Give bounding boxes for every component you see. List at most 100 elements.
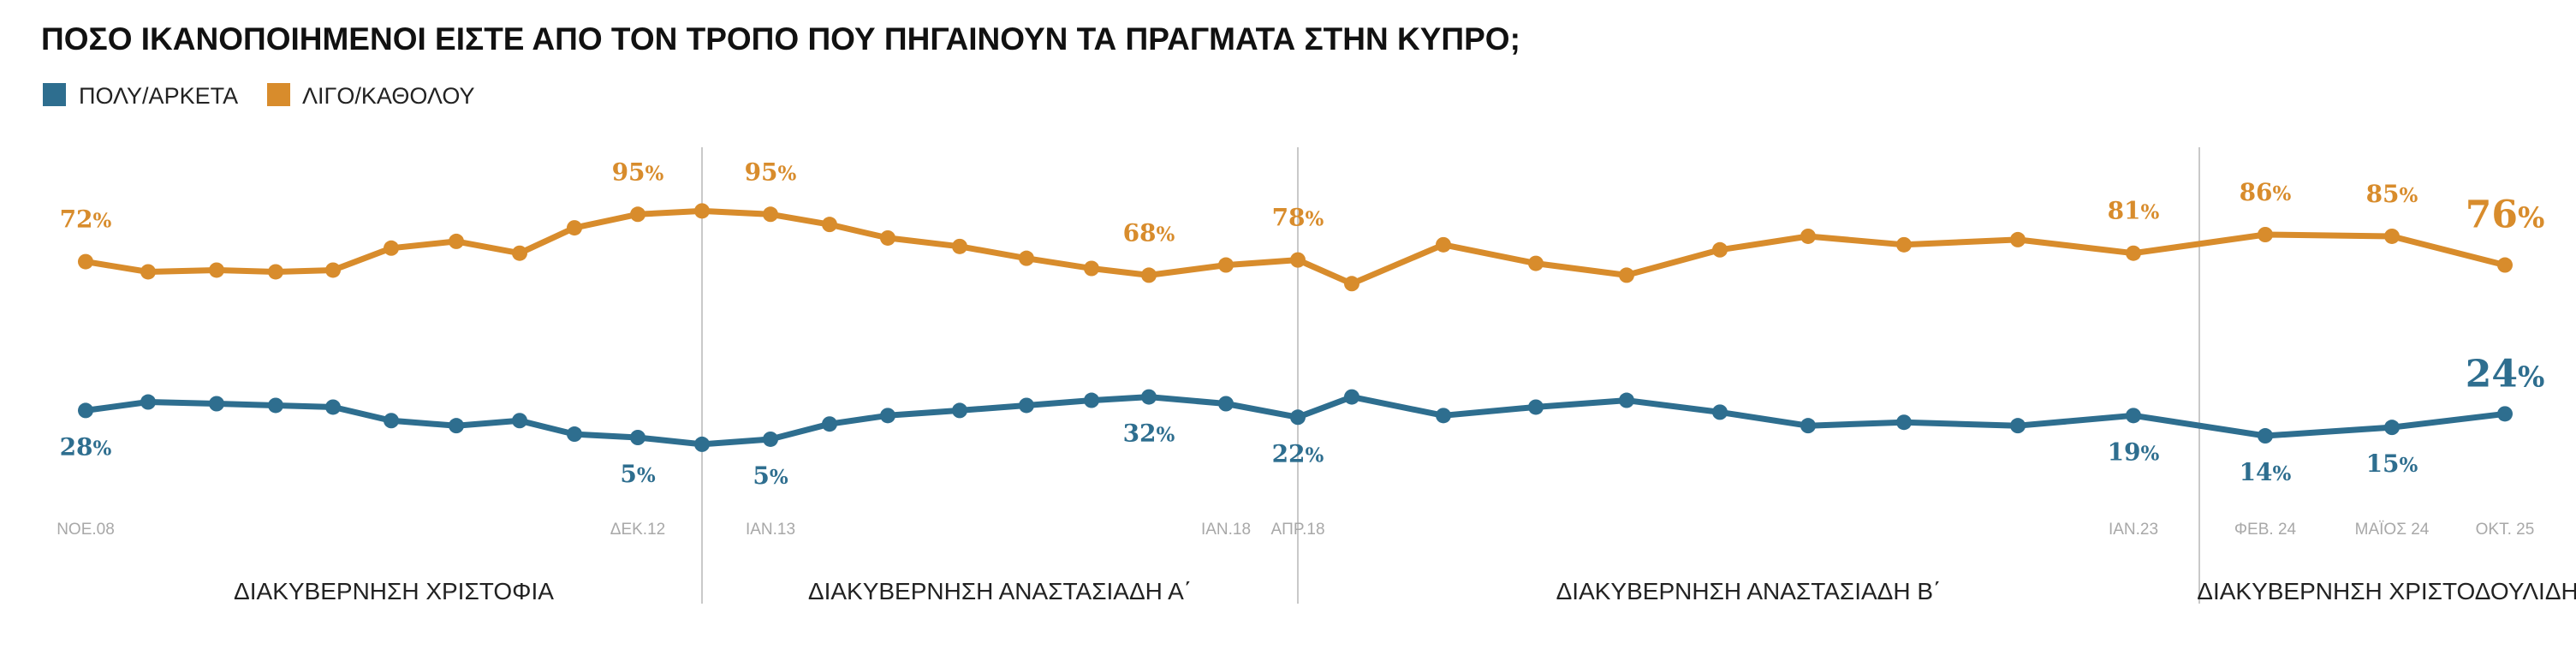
data-point-λιγο-καθολου-19 bbox=[1290, 252, 1306, 268]
period-label-2: ΔΙΑΚΥΒΕΡΝΗΣΗ ΑΝΑΣΤΑΣΙΑΔΗ Β΄ bbox=[1556, 578, 1942, 604]
data-label-πολυ-αρκετα-9: 5% bbox=[620, 460, 655, 488]
data-point-λιγο-καθολου-12 bbox=[822, 217, 837, 233]
data-point-πολυ-αρκετα-7 bbox=[512, 413, 527, 429]
data-label-λιγο-καθολου-30: 85% bbox=[2366, 180, 2418, 208]
data-point-πολυ-αρκετα-27 bbox=[2010, 418, 2026, 434]
data-point-πολυ-αρκετα-5 bbox=[384, 413, 399, 429]
legend-swatch-poly-arketa bbox=[43, 83, 66, 106]
legend-swatch-ligo-katholou bbox=[267, 83, 290, 106]
government-period-labels: ΔΙΑΚΥΒΕΡΝΗΣΗ ΧΡΙΣΤΟΦΙΑ ΔΙΑΚΥΒΕΡΝΗΣΗ ΑΝΑΣΤ… bbox=[234, 578, 2576, 604]
series-line-πολυ-αρκετα bbox=[82, 394, 2508, 448]
data-point-λιγο-καθολου-18 bbox=[1218, 257, 1234, 273]
data-label-πολυ-αρκετα-19: 22% bbox=[1272, 439, 1324, 467]
series-line-λιγο-καθολου bbox=[82, 207, 2508, 287]
data-point-λιγο-καθολου-17 bbox=[1141, 267, 1157, 283]
data-point-λιγο-καθολου-20 bbox=[1344, 276, 1359, 292]
data-label-λιγο-καθολου-0: 72% bbox=[60, 205, 112, 234]
x-tick-label-7: ΜΑΪΟΣ 24 bbox=[2355, 521, 2430, 539]
data-point-πολυ-αρκετα-4 bbox=[325, 399, 341, 415]
data-point-λιγο-καθολου-4 bbox=[325, 262, 341, 278]
data-label-λιγο-καθολου-9: 95% bbox=[612, 158, 664, 186]
x-tick-label-6: ΦΕΒ. 24 bbox=[2234, 521, 2297, 539]
data-point-λιγο-καθολου-3 bbox=[268, 264, 283, 280]
data-point-πολυ-αρκετα-17 bbox=[1141, 389, 1157, 405]
data-point-λιγο-καθολου-26 bbox=[1896, 236, 1912, 253]
data-point-πολυ-αρκετα-8 bbox=[567, 426, 582, 443]
data-point-πολυ-αρκετα-3 bbox=[268, 397, 283, 414]
data-point-λιγο-καθολου-27 bbox=[2010, 231, 2026, 247]
data-point-πολυ-αρκετα-30 bbox=[2384, 420, 2400, 436]
legend-label-ligo-katholou: ΛΙΓΟ/ΚΑΘΟΛΟΥ bbox=[302, 83, 475, 109]
data-point-πολυ-αρκετα-18 bbox=[1218, 396, 1234, 412]
data-point-λιγο-καθολου-9 bbox=[630, 206, 645, 223]
series-πολυ-αρκετα: 28% 5% 5% 32% 22% 19% 14% 15% 24% bbox=[60, 352, 2545, 490]
legend-label-poly-arketa: ΠΟΛΥ/ΑΡΚΕΤΑ bbox=[79, 83, 238, 109]
data-label-πολυ-αρκετα-31: 24% bbox=[2466, 352, 2545, 396]
x-tick-label-4: ΑΠΡ.18 bbox=[1270, 521, 1324, 539]
data-point-λιγο-καθολου-7 bbox=[512, 245, 527, 261]
series-λιγο-καθολου: 72% 95% 95% 68% 78% 81% 86% 85% 76% bbox=[60, 158, 2544, 292]
chart-title: ΠΟΣΟ ΙΚΑΝΟΠΟΙΗΜΕΝΟΙ ΕΙΣΤΕ ΑΠΟ ΤΟΝ ΤΡΟΠΟ … bbox=[41, 21, 1520, 57]
data-point-πολυ-αρκετα-13 bbox=[880, 408, 895, 424]
data-label-λιγο-καθολου-29: 86% bbox=[2240, 178, 2292, 206]
data-point-πολυ-αρκετα-0 bbox=[78, 402, 93, 419]
data-point-πολυ-αρκετα-31 bbox=[2497, 406, 2513, 422]
data-point-λιγο-καθολου-2 bbox=[209, 262, 224, 278]
data-point-πολυ-αρκετα-6 bbox=[449, 418, 464, 434]
data-label-λιγο-καθολου-28: 81% bbox=[2108, 197, 2160, 225]
data-point-πολυ-αρκετα-19 bbox=[1290, 409, 1306, 426]
data-point-λιγο-καθολου-31 bbox=[2497, 257, 2513, 273]
data-label-πολυ-αρκετα-17: 32% bbox=[1123, 420, 1175, 448]
data-point-λιγο-καθολου-6 bbox=[449, 233, 464, 249]
data-point-λιγο-καθολου-22 bbox=[1528, 255, 1544, 271]
data-label-πολυ-αρκετα-0: 28% bbox=[60, 432, 112, 461]
data-point-πολυ-αρκετα-2 bbox=[209, 396, 224, 412]
data-point-λιγο-καθολου-15 bbox=[1019, 250, 1034, 266]
data-point-πολυ-αρκετα-26 bbox=[1896, 414, 1912, 431]
data-point-πολυ-αρκετα-14 bbox=[952, 402, 967, 419]
data-point-λιγο-καθολου-28 bbox=[2126, 245, 2141, 261]
data-point-λιγο-καθολου-14 bbox=[952, 238, 967, 254]
data-point-πολυ-αρκετα-29 bbox=[2258, 428, 2273, 444]
data-point-λιγο-καθολου-16 bbox=[1084, 260, 1099, 277]
period-dividers bbox=[701, 147, 2200, 604]
x-tick-label-8: ΟΚΤ. 25 bbox=[2476, 521, 2535, 539]
data-point-λιγο-καθολου-0 bbox=[78, 253, 93, 270]
data-point-λιγο-καθολου-1 bbox=[140, 264, 156, 280]
data-label-πολυ-αρκετα-28: 19% bbox=[2108, 438, 2160, 466]
data-point-λιγο-καθολου-5 bbox=[384, 240, 399, 256]
data-point-πολυ-αρκετα-9 bbox=[630, 430, 645, 445]
series-layer: 72% 95% 95% 68% 78% 81% 86% 85% 76% 28% 5% 5% 32% 22%… bbox=[60, 158, 2545, 490]
data-point-πολυ-αρκετα-22 bbox=[1528, 399, 1544, 415]
x-tick-label-5: ΙΑΝ.23 bbox=[2109, 521, 2158, 539]
data-point-λιγο-καθολου-25 bbox=[1800, 228, 1816, 244]
data-label-λιγο-καθολου-11: 95% bbox=[745, 158, 797, 186]
x-axis-ticks: ΝΟΕ.08 ΔΕΚ.12 ΙΑΝ.13 ΙΑΝ.18 ΑΠΡ.18 ΙΑΝ.23 ΦΕΒ.… bbox=[57, 521, 2534, 539]
data-point-πολυ-αρκετα-24 bbox=[1712, 404, 1728, 420]
data-point-πολυ-αρκετα-1 bbox=[140, 394, 156, 410]
data-point-πολυ-αρκετα-15 bbox=[1019, 397, 1034, 414]
x-tick-label-0: ΝΟΕ.08 bbox=[57, 521, 115, 539]
data-point-λιγο-καθολου-29 bbox=[2258, 227, 2273, 242]
x-tick-label-3: ΙΑΝ.18 bbox=[1201, 521, 1251, 539]
data-label-πολυ-αρκετα-29: 14% bbox=[2240, 458, 2292, 486]
data-point-λιγο-καθολου-13 bbox=[880, 229, 895, 246]
data-point-λιγο-καθολου-30 bbox=[2384, 228, 2400, 244]
period-label-1: ΔΙΑΚΥΒΕΡΝΗΣΗ ΑΝΑΣΤΑΣΙΑΔΗ Α΄ bbox=[808, 578, 1192, 604]
data-point-πολυ-αρκετα-10 bbox=[694, 436, 710, 452]
data-point-λιγο-καθολου-21 bbox=[1436, 236, 1451, 253]
data-label-λιγο-καθολου-17: 68% bbox=[1123, 218, 1175, 247]
data-point-πολυ-αρκετα-16 bbox=[1084, 392, 1099, 408]
data-point-πολυ-αρκετα-28 bbox=[2126, 408, 2141, 424]
data-point-λιγο-καθολου-23 bbox=[1619, 267, 1634, 283]
x-tick-label-2: ΙΑΝ.13 bbox=[746, 521, 795, 539]
chart-legend: ΠΟΛΥ/ΑΡΚΕΤΑ ΛΙΓΟ/ΚΑΘΟΛΟΥ bbox=[43, 83, 475, 109]
data-point-λιγο-καθολου-11 bbox=[763, 206, 778, 223]
data-point-πολυ-αρκετα-21 bbox=[1436, 408, 1451, 424]
data-point-πολυ-αρκετα-25 bbox=[1800, 418, 1816, 434]
data-point-πολυ-αρκετα-11 bbox=[763, 431, 778, 447]
data-point-πολυ-αρκετα-20 bbox=[1344, 389, 1359, 405]
data-point-λιγο-καθολου-24 bbox=[1712, 241, 1728, 258]
data-point-πολυ-αρκετα-12 bbox=[822, 416, 837, 432]
